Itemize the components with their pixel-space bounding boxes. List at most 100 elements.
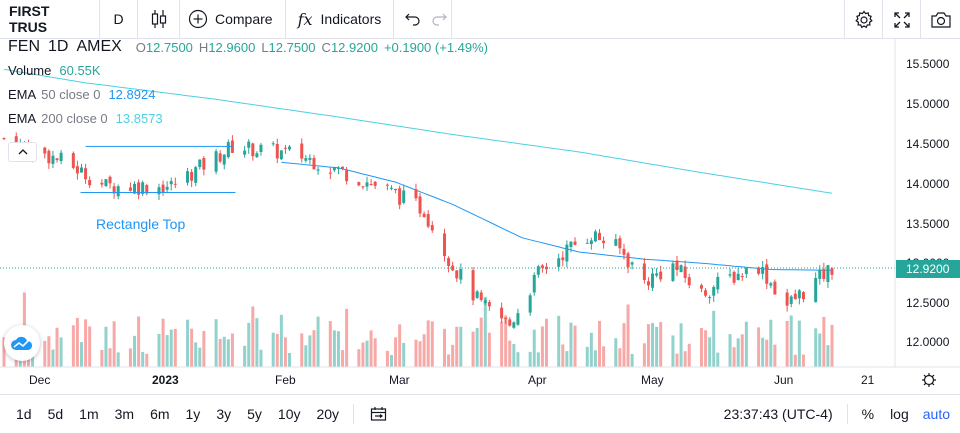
- candle-body: [471, 270, 475, 301]
- symbol-search-button[interactable]: FIRST TRUS: [0, 0, 100, 39]
- legend-collapse-button[interactable]: [8, 142, 37, 162]
- volume-bar: [389, 354, 393, 367]
- fx-icon: fx: [297, 9, 313, 29]
- candle-body: [341, 166, 345, 169]
- chart-type-button[interactable]: [138, 0, 180, 39]
- candle-body: [712, 286, 716, 296]
- volume-bar: [104, 326, 108, 367]
- clock-timezone[interactable]: 23:37:43 (UTC-4): [723, 406, 833, 422]
- candle-body: [108, 176, 112, 184]
- snapshot-button[interactable]: [920, 0, 960, 39]
- candle-body: [328, 172, 332, 174]
- volume-bar: [214, 319, 218, 367]
- candle-body: [304, 158, 308, 161]
- cloud-chart-icon: [11, 336, 33, 350]
- candle-body: [308, 157, 312, 160]
- volume-bar: [161, 318, 165, 367]
- time-axis[interactable]: Dec 2023 Feb Mar Apr May Jun 21: [0, 366, 960, 387]
- volume-bar: [459, 326, 463, 367]
- auto-scale-toggle[interactable]: auto: [922, 406, 950, 422]
- volume-bar: [683, 351, 687, 367]
- range-button[interactable]: 5y: [247, 406, 262, 422]
- candle-body: [740, 276, 744, 278]
- settings-button[interactable]: [844, 0, 882, 39]
- range-button[interactable]: 1d: [16, 406, 32, 422]
- candle-body: [455, 270, 459, 279]
- candle-body: [573, 241, 577, 245]
- volume-bar: [165, 335, 169, 367]
- gear-icon: [854, 10, 873, 28]
- volume-bar: [589, 332, 593, 367]
- volume-bar: [402, 342, 406, 367]
- chart-area[interactable]: Rectangle Top 15.5000 15.0000 14.5000 14…: [0, 39, 960, 394]
- tradingview-logo[interactable]: [4, 325, 40, 361]
- fullscreen-button[interactable]: [882, 0, 920, 39]
- candles-icon: [151, 10, 166, 28]
- range-button[interactable]: 20y: [316, 406, 340, 422]
- candle-body: [373, 181, 377, 186]
- volume-bar: [769, 319, 773, 367]
- interval-button[interactable]: D: [100, 0, 138, 39]
- percent-toggle[interactable]: %: [861, 406, 875, 422]
- volume-bar: [108, 348, 112, 367]
- candle-body: [528, 295, 532, 313]
- range-button[interactable]: 3y: [216, 406, 232, 422]
- ema-200-line: [3, 68, 833, 194]
- volume-bar: [536, 352, 540, 367]
- axis-settings-icon[interactable]: [922, 373, 936, 387]
- go-to-date-button[interactable]: [370, 406, 388, 422]
- volume-bar: [202, 331, 206, 367]
- time-tick-label: 2023: [152, 373, 179, 387]
- log-toggle[interactable]: log: [890, 406, 909, 422]
- volume-bar: [618, 348, 622, 367]
- time-tick-label: Dec: [29, 373, 50, 387]
- candle-body: [173, 183, 177, 185]
- price-chart[interactable]: Rectangle Top 15.5000 15.0000 14.5000 14…: [0, 39, 960, 394]
- candle-body: [708, 297, 712, 299]
- time-tick-label: Jun: [774, 373, 793, 387]
- volume-bar: [451, 344, 455, 367]
- volume-bar: [157, 333, 161, 367]
- range-button[interactable]: 3m: [114, 406, 135, 422]
- price-axis[interactable]: 15.5000 15.0000 14.5000 14.0000 13.5000 …: [894, 39, 960, 367]
- range-button[interactable]: 1m: [79, 406, 99, 422]
- candle-body: [2, 138, 6, 140]
- compare-button[interactable]: Compare: [180, 0, 286, 39]
- volume-bar: [145, 353, 149, 367]
- candle-body: [569, 241, 573, 247]
- volume-bar: [761, 337, 765, 367]
- volume-row[interactable]: Volume 60.55K: [8, 58, 488, 82]
- symbol-label: FIRST TRUS: [9, 3, 50, 35]
- volume-bar: [222, 336, 226, 367]
- volume-bar: [699, 327, 703, 367]
- range-button[interactable]: 6m: [150, 406, 170, 422]
- candle-body: [247, 141, 251, 148]
- redo-button[interactable]: [422, 0, 453, 39]
- volume-bar: [687, 343, 691, 367]
- candle-body: [532, 274, 536, 293]
- range-button[interactable]: 1y: [185, 406, 201, 422]
- candle-body: [822, 269, 826, 280]
- undo-button[interactable]: [394, 0, 422, 39]
- volume-bar: [51, 349, 55, 367]
- range-button[interactable]: 10y: [277, 406, 301, 422]
- volume-bar: [646, 324, 650, 367]
- volume-bar: [532, 329, 536, 367]
- ema50-row[interactable]: EMA 50 close 0 12.8924: [8, 82, 488, 106]
- volume-bar: [230, 333, 234, 367]
- indicators-button[interactable]: fx Indicators: [286, 0, 395, 39]
- range-button[interactable]: 5d: [47, 406, 64, 422]
- candle-body: [332, 167, 336, 171]
- candle-body: [275, 143, 279, 159]
- candle-body: [55, 158, 59, 160]
- candle-body: [483, 300, 487, 304]
- volume-bar: [422, 334, 426, 367]
- candle-body: [642, 263, 646, 281]
- volume-bar: [300, 333, 304, 367]
- volume-bar: [740, 334, 744, 367]
- price-tick-label: 12.0000: [906, 335, 950, 349]
- ema200-row[interactable]: EMA 200 close 0 13.8573: [8, 106, 488, 130]
- candle-body: [312, 157, 316, 170]
- volume-bar: [642, 343, 646, 367]
- compare-label: Compare: [215, 11, 273, 27]
